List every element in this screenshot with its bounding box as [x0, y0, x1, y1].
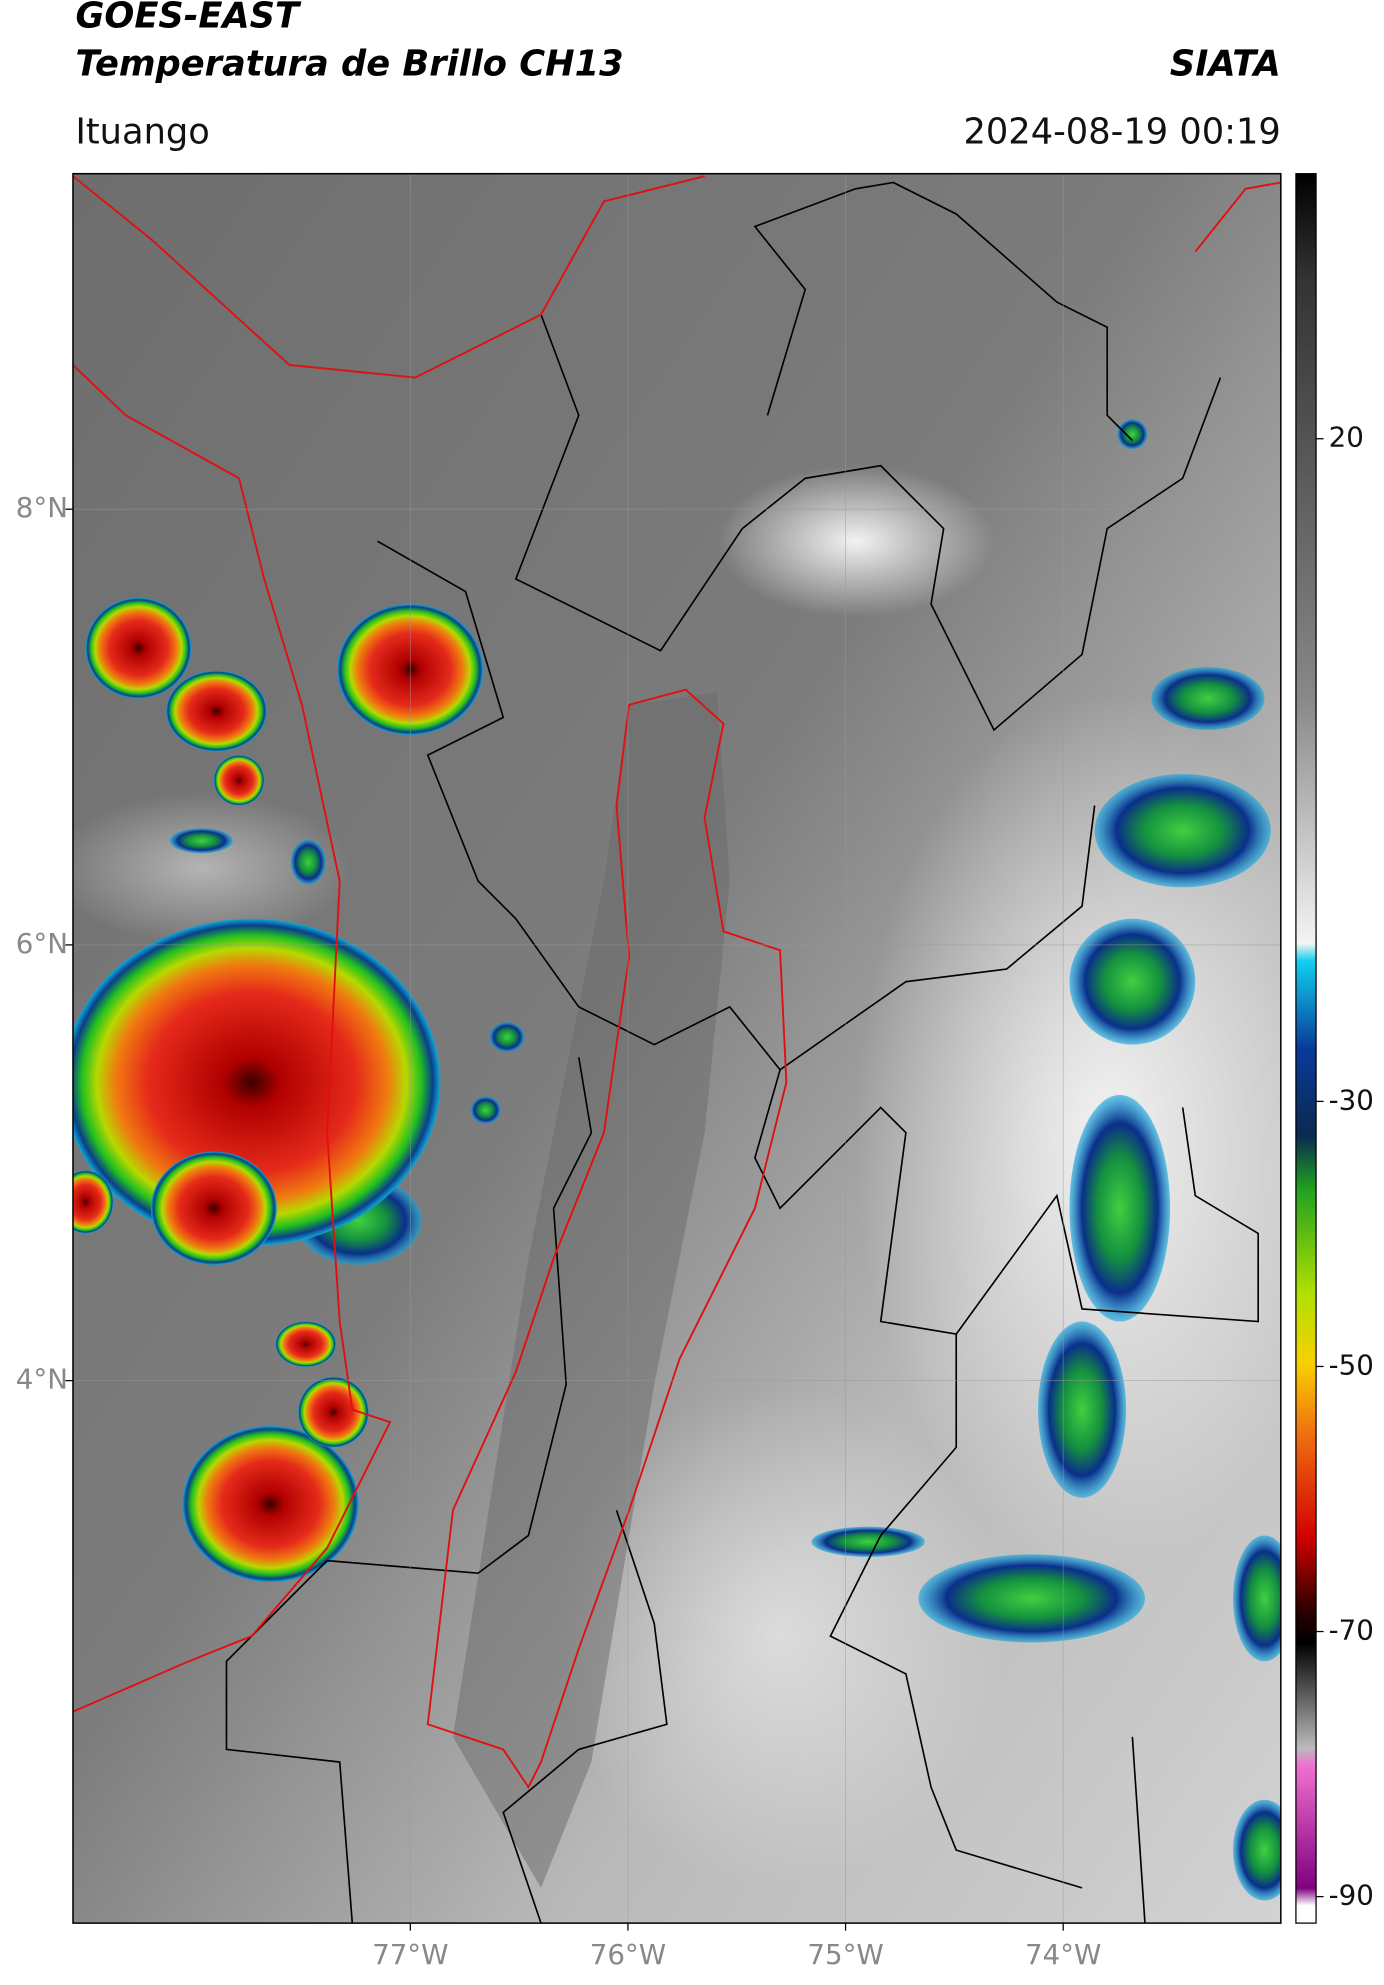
x-tick-label: 77°W: [372, 1938, 448, 1971]
colorbar-tick-label: -50: [1329, 1348, 1374, 1381]
location: Ituango: [75, 111, 209, 152]
graticule: [72, 173, 1281, 1924]
map-frame: [72, 172, 1282, 1924]
colorbar-tick-label: 20: [1329, 421, 1364, 454]
x-tick-label: 75°W: [807, 1938, 883, 1971]
colorbar: [1295, 173, 1317, 1924]
colorbar-tick-label: -90: [1329, 1879, 1374, 1912]
colorbar-tick-label: -70: [1329, 1614, 1374, 1647]
convective-storms: [72, 597, 484, 1583]
country-borders: [72, 175, 1281, 1790]
datetime: 2024-08-19 00:19: [964, 111, 1281, 152]
brand: SIATA: [1170, 43, 1281, 84]
satellite-image: [72, 173, 1281, 1924]
x-tick-label: 74°W: [1025, 1938, 1101, 1971]
y-tick-label: 8°N: [16, 491, 68, 524]
admin-borders: [225, 181, 1259, 1924]
title: GOES-EAST: [75, 0, 302, 37]
title: Temperatura de Brillo CH13: [75, 43, 623, 84]
y-tick-label: 4°N: [16, 1363, 68, 1396]
cold-cloud-bands: [169, 419, 1281, 1901]
colorbar-tick-label: -30: [1329, 1083, 1374, 1116]
y-tick-label: 6°N: [16, 927, 68, 960]
x-tick-label: 76°W: [590, 1938, 666, 1971]
